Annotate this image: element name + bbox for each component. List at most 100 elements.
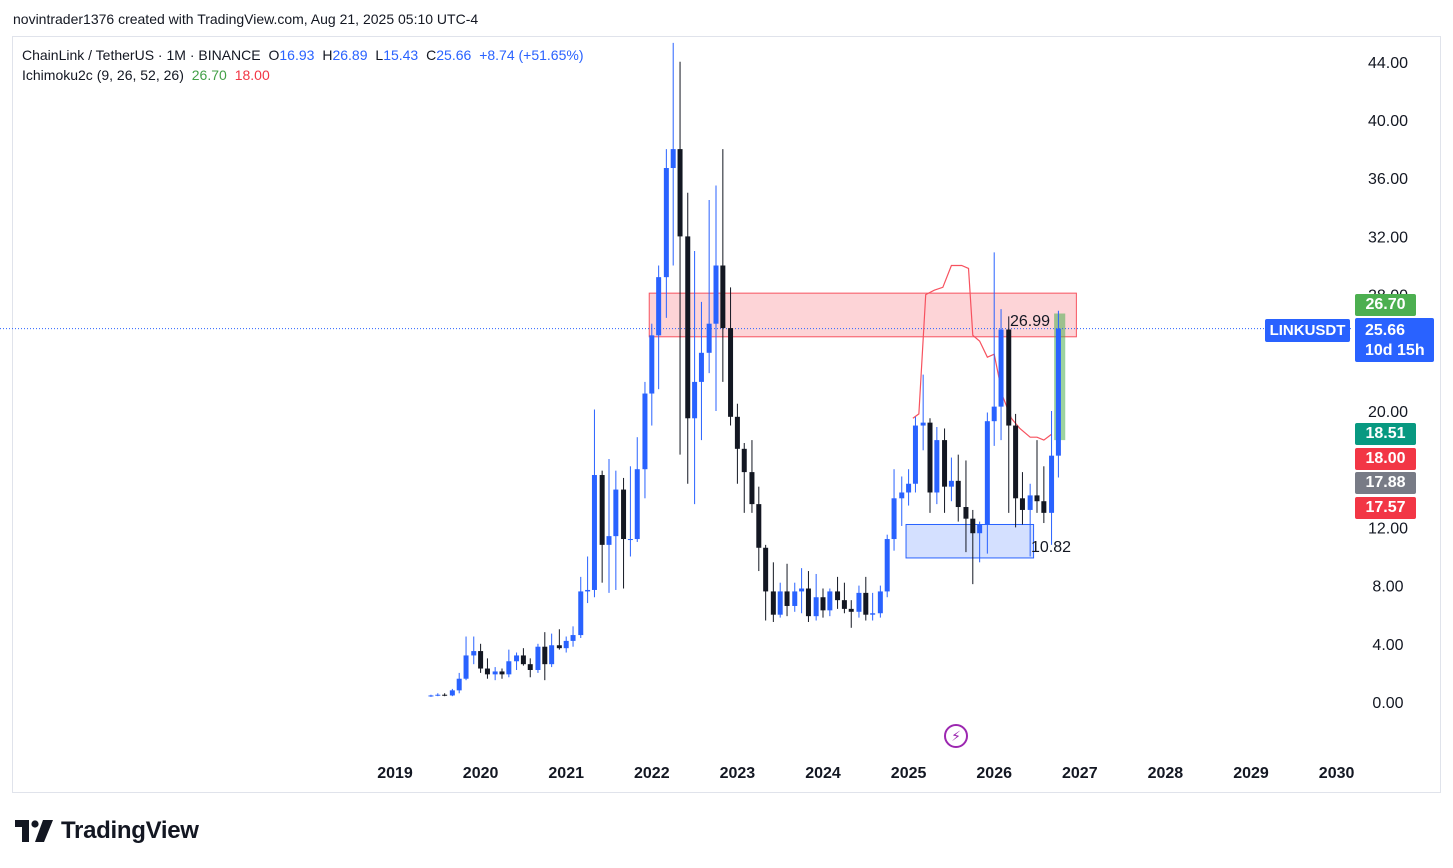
candle [599, 470, 605, 583]
time-tick-label: 2030 [1319, 765, 1355, 782]
chart-frame [12, 36, 1441, 793]
candle-body [835, 591, 841, 601]
candle [471, 636, 477, 665]
candle-body [663, 168, 669, 278]
candle-body [884, 539, 890, 592]
candle [613, 470, 619, 590]
candle-body [856, 592, 862, 612]
candle [963, 460, 969, 553]
last-price-box: 25.66 10d 15h [1355, 318, 1434, 362]
candle-body [591, 475, 597, 590]
candle-body [1055, 328, 1061, 456]
candle-body [428, 695, 434, 697]
candle-body [1027, 495, 1033, 510]
candle [484, 658, 490, 679]
chart-legend: ChainLink / TetherUS · 1M · BINANCE O16.… [22, 45, 587, 85]
candle [428, 694, 434, 697]
candle-body [627, 539, 633, 541]
candle [1055, 310, 1061, 478]
candle [435, 693, 441, 697]
candle-body [963, 507, 969, 519]
indicator-title[interactable]: Ichimoku2c (9, 26, 52, 26) [22, 67, 184, 83]
candle [906, 469, 912, 506]
time-tick-label: 2022 [634, 765, 670, 782]
candle-body [870, 613, 876, 615]
candle-body [891, 498, 897, 540]
candle [863, 576, 869, 621]
indicator-legend-row[interactable]: Ichimoku2c (9, 26, 52, 26) 26.70 18.00 [22, 65, 587, 85]
candle [685, 192, 691, 484]
resistance-zone-label: 26.99 [1010, 313, 1051, 330]
candle [977, 521, 983, 563]
price-tag: 18.51 [1355, 423, 1416, 445]
candle [1006, 316, 1012, 513]
candle-body [805, 588, 811, 617]
time-tick-label: 2023 [720, 765, 756, 782]
price-tick-label: 12.00 [1368, 520, 1408, 537]
support-zone-label: 10.82 [1031, 539, 1072, 556]
candle-body [656, 277, 662, 336]
candle [827, 588, 833, 617]
lightning-icon[interactable]: ⚡ [944, 724, 968, 748]
bar-countdown: 10d 15h [1365, 342, 1425, 359]
price-axis: 44.0040.0036.0032.0028.0020.0012.008.004… [1368, 55, 1408, 712]
candle [649, 323, 655, 426]
tradingview-logo[interactable]: TradingView [15, 817, 199, 845]
candle [698, 301, 704, 441]
candle [677, 61, 683, 455]
time-tick-label: 2019 [377, 765, 413, 782]
candle [549, 633, 555, 668]
candle [734, 403, 740, 484]
candle [578, 576, 584, 638]
candle [891, 469, 897, 551]
low-value: 15.43 [383, 47, 419, 63]
candle-body [991, 406, 997, 422]
candle-body [1034, 495, 1040, 502]
candle [570, 626, 576, 647]
candle [713, 185, 719, 411]
candle-body [948, 480, 954, 487]
ohlc-legend-row[interactable]: ChainLink / TetherUS · 1M · BINANCE O16.… [22, 45, 587, 65]
price-tick-label: 44.00 [1368, 55, 1408, 72]
candle [899, 476, 905, 526]
candle-body [713, 265, 719, 324]
candle [856, 585, 862, 618]
symbol-title[interactable]: ChainLink / TetherUS · 1M · BINANCE [22, 47, 261, 63]
candle [805, 571, 811, 622]
price-tick-label: 8.00 [1372, 579, 1403, 596]
candle [884, 534, 890, 598]
candle-body [642, 393, 648, 470]
tradingview-logo-text: TradingView [61, 817, 199, 844]
time-axis: 2019 2020 2021 2022 2023 2024 2025 2026 2027 2028… [377, 765, 1354, 782]
candle [449, 688, 455, 697]
candle [1034, 440, 1040, 513]
candle-body [906, 483, 912, 493]
candle-body [606, 536, 612, 545]
candle-body [984, 421, 990, 525]
candle [841, 582, 847, 614]
price-tag: 17.57 [1355, 497, 1416, 519]
candle-body [677, 149, 683, 237]
price-tag: 17.88 [1355, 472, 1416, 494]
open-label: O [268, 47, 280, 63]
candle [478, 643, 484, 673]
symbol-price-tag[interactable]: LINKUSDT [1265, 319, 1350, 342]
candle [492, 667, 498, 681]
candle-body [920, 422, 926, 426]
candle-body [634, 469, 640, 540]
candle-body [792, 591, 798, 606]
candle [621, 477, 627, 589]
candle-body [685, 236, 691, 419]
candle [970, 509, 976, 585]
candle [1049, 411, 1055, 545]
candle [920, 374, 926, 451]
candle-body [506, 661, 512, 675]
candle-body [514, 655, 520, 662]
candle [692, 250, 698, 505]
candle-body [934, 440, 940, 493]
candle [813, 573, 819, 621]
candle [948, 457, 954, 502]
chart-caption: novintrader1376 created with TradingView… [13, 11, 479, 27]
candle-body [777, 591, 783, 615]
